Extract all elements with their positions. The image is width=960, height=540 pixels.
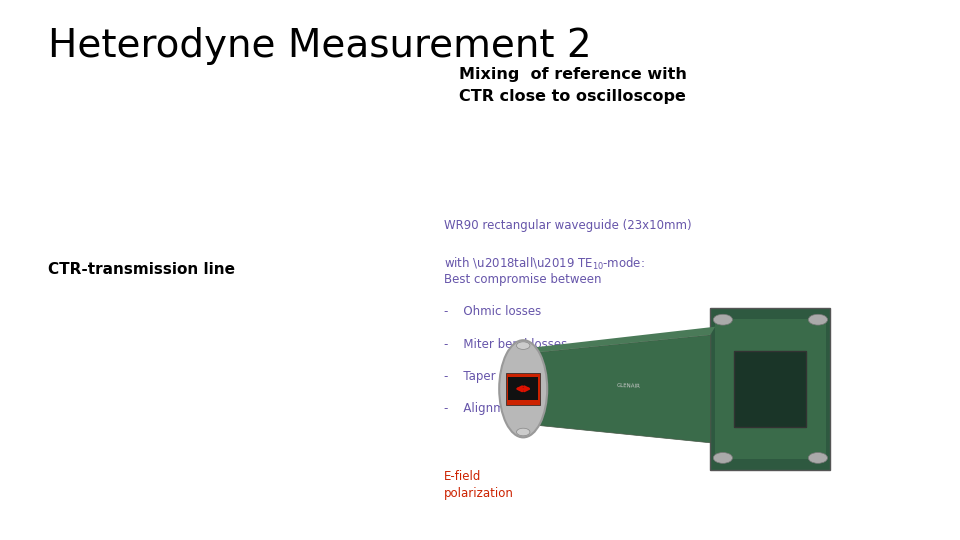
Text: GLENAIR: GLENAIR — [616, 383, 641, 389]
FancyBboxPatch shape — [710, 308, 830, 470]
FancyBboxPatch shape — [715, 319, 826, 459]
Circle shape — [808, 453, 828, 463]
Text: -    Ohmic losses: - Ohmic losses — [444, 305, 540, 318]
Text: -    Taper losses: - Taper losses — [444, 370, 535, 383]
Text: WR90 rectangular waveguide (23x10mm): WR90 rectangular waveguide (23x10mm) — [444, 219, 691, 232]
Text: Best compromise between: Best compromise between — [444, 273, 601, 286]
Circle shape — [713, 314, 732, 325]
Text: -    Miter bend losses: - Miter bend losses — [444, 338, 566, 350]
Text: -    Alignment sensitivity: - Alignment sensitivity — [444, 402, 588, 415]
FancyBboxPatch shape — [734, 351, 806, 427]
Circle shape — [516, 342, 530, 349]
Circle shape — [713, 453, 732, 463]
Circle shape — [516, 428, 530, 436]
Text: Heterodyne Measurement 2: Heterodyne Measurement 2 — [48, 27, 591, 65]
Polygon shape — [523, 335, 710, 443]
Ellipse shape — [499, 340, 547, 437]
Text: with \u2018tall\u2019 TE$_{10}$-mode:: with \u2018tall\u2019 TE$_{10}$-mode: — [444, 255, 644, 272]
Polygon shape — [523, 327, 715, 354]
Text: E-field
polarization: E-field polarization — [444, 470, 514, 500]
FancyBboxPatch shape — [509, 377, 539, 400]
Circle shape — [808, 314, 828, 325]
FancyBboxPatch shape — [507, 373, 540, 404]
Text: CTR-transmission line: CTR-transmission line — [48, 262, 235, 278]
Text: Mixing  of reference with
CTR close to oscilloscope: Mixing of reference with CTR close to os… — [459, 68, 686, 104]
